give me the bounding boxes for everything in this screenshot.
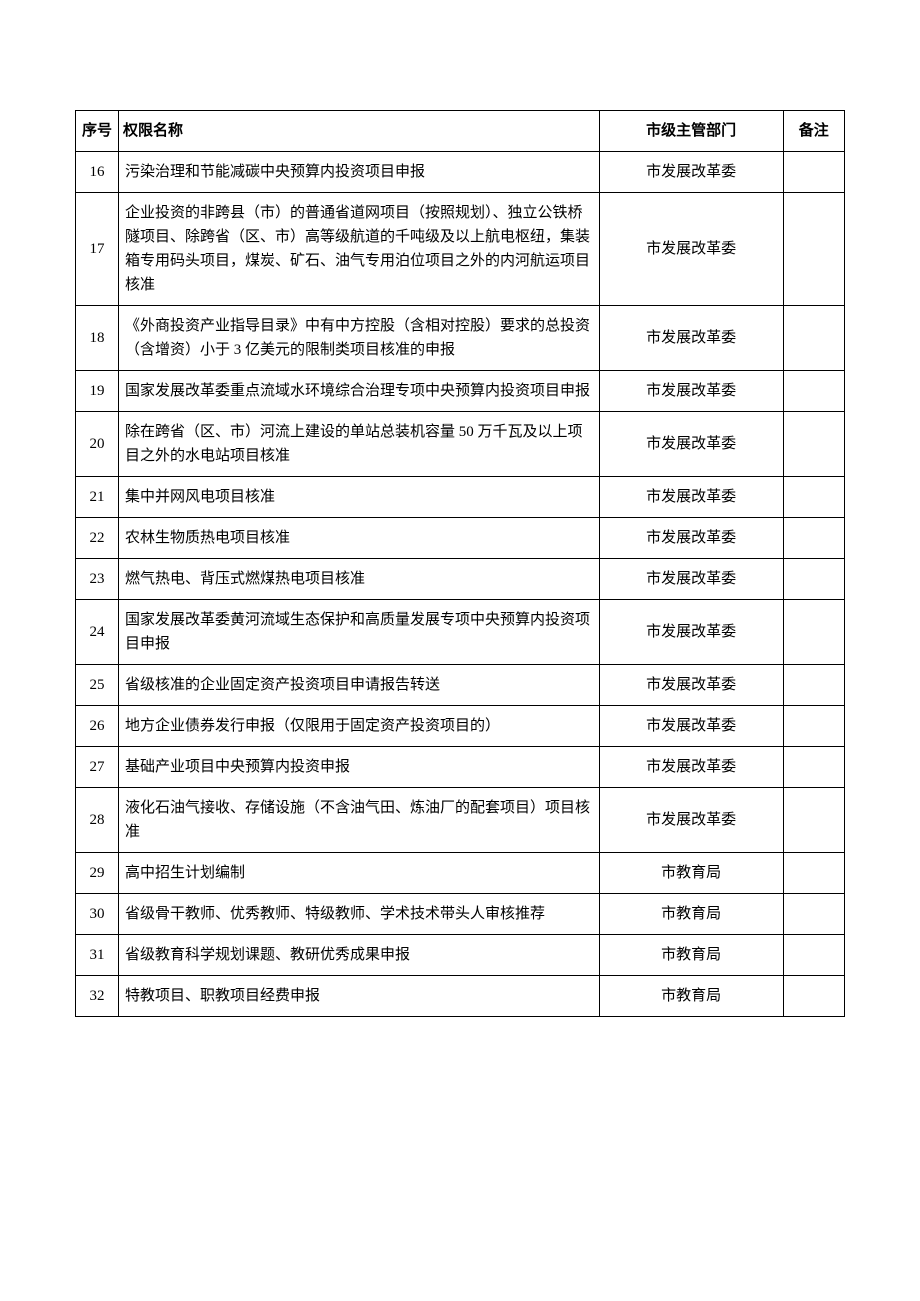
- cell-name: 省级教育科学规划课题、教研优秀成果申报: [118, 935, 599, 976]
- cell-name: 除在跨省（区、市）河流上建设的单站总装机容量 50 万千瓦及以上项目之外的水电站…: [118, 412, 599, 477]
- cell-note: [783, 477, 844, 518]
- table-row: 31省级教育科学规划课题、教研优秀成果申报市教育局: [76, 935, 845, 976]
- cell-name: 《外商投资产业指导目录》中有中方控股（含相对控股）要求的总投资（含增资）小于 3…: [118, 306, 599, 371]
- table-body: 16污染治理和节能减碳中央预算内投资项目申报市发展改革委 17企业投资的非跨县（…: [76, 152, 845, 1017]
- cell-seq: 17: [76, 193, 119, 306]
- cell-note: [783, 706, 844, 747]
- cell-name: 特教项目、职教项目经费申报: [118, 976, 599, 1017]
- header-seq: 序号: [76, 111, 119, 152]
- header-name: 权限名称: [118, 111, 599, 152]
- cell-name: 农林生物质热电项目核准: [118, 518, 599, 559]
- cell-dept: 市教育局: [599, 894, 783, 935]
- cell-note: [783, 306, 844, 371]
- cell-dept: 市发展改革委: [599, 706, 783, 747]
- cell-dept: 市教育局: [599, 853, 783, 894]
- cell-note: [783, 853, 844, 894]
- cell-name: 国家发展改革委重点流域水环境综合治理专项中央预算内投资项目申报: [118, 371, 599, 412]
- table-row: 26地方企业债券发行申报（仅限用于固定资产投资项目的）市发展改革委: [76, 706, 845, 747]
- cell-name: 集中并网风电项目核准: [118, 477, 599, 518]
- cell-name: 燃气热电、背压式燃煤热电项目核准: [118, 559, 599, 600]
- cell-note: [783, 600, 844, 665]
- cell-note: [783, 665, 844, 706]
- table-row: 17企业投资的非跨县（市）的普通省道网项目（按照规划）、独立公铁桥隧项目、除跨省…: [76, 193, 845, 306]
- table-row: 24国家发展改革委黄河流域生态保护和高质量发展专项中央预算内投资项目申报市发展改…: [76, 600, 845, 665]
- cell-dept: 市发展改革委: [599, 193, 783, 306]
- cell-seq: 20: [76, 412, 119, 477]
- cell-seq: 30: [76, 894, 119, 935]
- cell-name: 企业投资的非跨县（市）的普通省道网项目（按照规划）、独立公铁桥隧项目、除跨省（区…: [118, 193, 599, 306]
- cell-name: 省级核准的企业固定资产投资项目申请报告转送: [118, 665, 599, 706]
- cell-seq: 16: [76, 152, 119, 193]
- table-row: 29高中招生计划编制市教育局: [76, 853, 845, 894]
- table-row: 20除在跨省（区、市）河流上建设的单站总装机容量 50 万千瓦及以上项目之外的水…: [76, 412, 845, 477]
- cell-note: [783, 193, 844, 306]
- table-row: 21集中并网风电项目核准市发展改革委: [76, 477, 845, 518]
- cell-name: 省级骨干教师、优秀教师、特级教师、学术技术带头人审核推荐: [118, 894, 599, 935]
- table-row: 22农林生物质热电项目核准市发展改革委: [76, 518, 845, 559]
- table-row: 32特教项目、职教项目经费申报市教育局: [76, 976, 845, 1017]
- header-row: 序号 权限名称 市级主管部门 备注: [76, 111, 845, 152]
- table-header: 序号 权限名称 市级主管部门 备注: [76, 111, 845, 152]
- table-row: 19国家发展改革委重点流域水环境综合治理专项中央预算内投资项目申报市发展改革委: [76, 371, 845, 412]
- cell-seq: 25: [76, 665, 119, 706]
- cell-note: [783, 152, 844, 193]
- table-row: 30省级骨干教师、优秀教师、特级教师、学术技术带头人审核推荐市教育局: [76, 894, 845, 935]
- cell-seq: 19: [76, 371, 119, 412]
- cell-dept: 市教育局: [599, 976, 783, 1017]
- cell-note: [783, 518, 844, 559]
- cell-note: [783, 894, 844, 935]
- cell-dept: 市发展改革委: [599, 559, 783, 600]
- table-row: 23燃气热电、背压式燃煤热电项目核准市发展改革委: [76, 559, 845, 600]
- table-row: 28液化石油气接收、存储设施（不含油气田、炼油厂的配套项目）项目核准市发展改革委: [76, 788, 845, 853]
- cell-dept: 市发展改革委: [599, 371, 783, 412]
- header-dept: 市级主管部门: [599, 111, 783, 152]
- cell-seq: 31: [76, 935, 119, 976]
- cell-name: 高中招生计划编制: [118, 853, 599, 894]
- table-row: 27基础产业项目中央预算内投资申报市发展改革委: [76, 747, 845, 788]
- cell-seq: 26: [76, 706, 119, 747]
- cell-seq: 28: [76, 788, 119, 853]
- cell-seq: 23: [76, 559, 119, 600]
- cell-note: [783, 976, 844, 1017]
- cell-seq: 22: [76, 518, 119, 559]
- cell-dept: 市发展改革委: [599, 747, 783, 788]
- cell-note: [783, 559, 844, 600]
- cell-name: 液化石油气接收、存储设施（不含油气田、炼油厂的配套项目）项目核准: [118, 788, 599, 853]
- cell-dept: 市发展改革委: [599, 788, 783, 853]
- cell-dept: 市发展改革委: [599, 477, 783, 518]
- cell-name: 基础产业项目中央预算内投资申报: [118, 747, 599, 788]
- cell-dept: 市发展改革委: [599, 152, 783, 193]
- cell-dept: 市发展改革委: [599, 600, 783, 665]
- cell-dept: 市发展改革委: [599, 306, 783, 371]
- cell-seq: 32: [76, 976, 119, 1017]
- cell-note: [783, 935, 844, 976]
- cell-seq: 21: [76, 477, 119, 518]
- table-row: 25省级核准的企业固定资产投资项目申请报告转送市发展改革委: [76, 665, 845, 706]
- cell-dept: 市教育局: [599, 935, 783, 976]
- cell-name: 地方企业债券发行申报（仅限用于固定资产投资项目的）: [118, 706, 599, 747]
- cell-note: [783, 371, 844, 412]
- cell-dept: 市发展改革委: [599, 412, 783, 477]
- cell-seq: 18: [76, 306, 119, 371]
- cell-seq: 29: [76, 853, 119, 894]
- header-note: 备注: [783, 111, 844, 152]
- cell-name: 污染治理和节能减碳中央预算内投资项目申报: [118, 152, 599, 193]
- cell-name: 国家发展改革委黄河流域生态保护和高质量发展专项中央预算内投资项目申报: [118, 600, 599, 665]
- cell-seq: 24: [76, 600, 119, 665]
- cell-note: [783, 747, 844, 788]
- cell-dept: 市发展改革委: [599, 518, 783, 559]
- cell-note: [783, 788, 844, 853]
- table-row: 16污染治理和节能减碳中央预算内投资项目申报市发展改革委: [76, 152, 845, 193]
- authority-table: 序号 权限名称 市级主管部门 备注 16污染治理和节能减碳中央预算内投资项目申报…: [75, 110, 845, 1017]
- cell-dept: 市发展改革委: [599, 665, 783, 706]
- cell-note: [783, 412, 844, 477]
- table-row: 18《外商投资产业指导目录》中有中方控股（含相对控股）要求的总投资（含增资）小于…: [76, 306, 845, 371]
- cell-seq: 27: [76, 747, 119, 788]
